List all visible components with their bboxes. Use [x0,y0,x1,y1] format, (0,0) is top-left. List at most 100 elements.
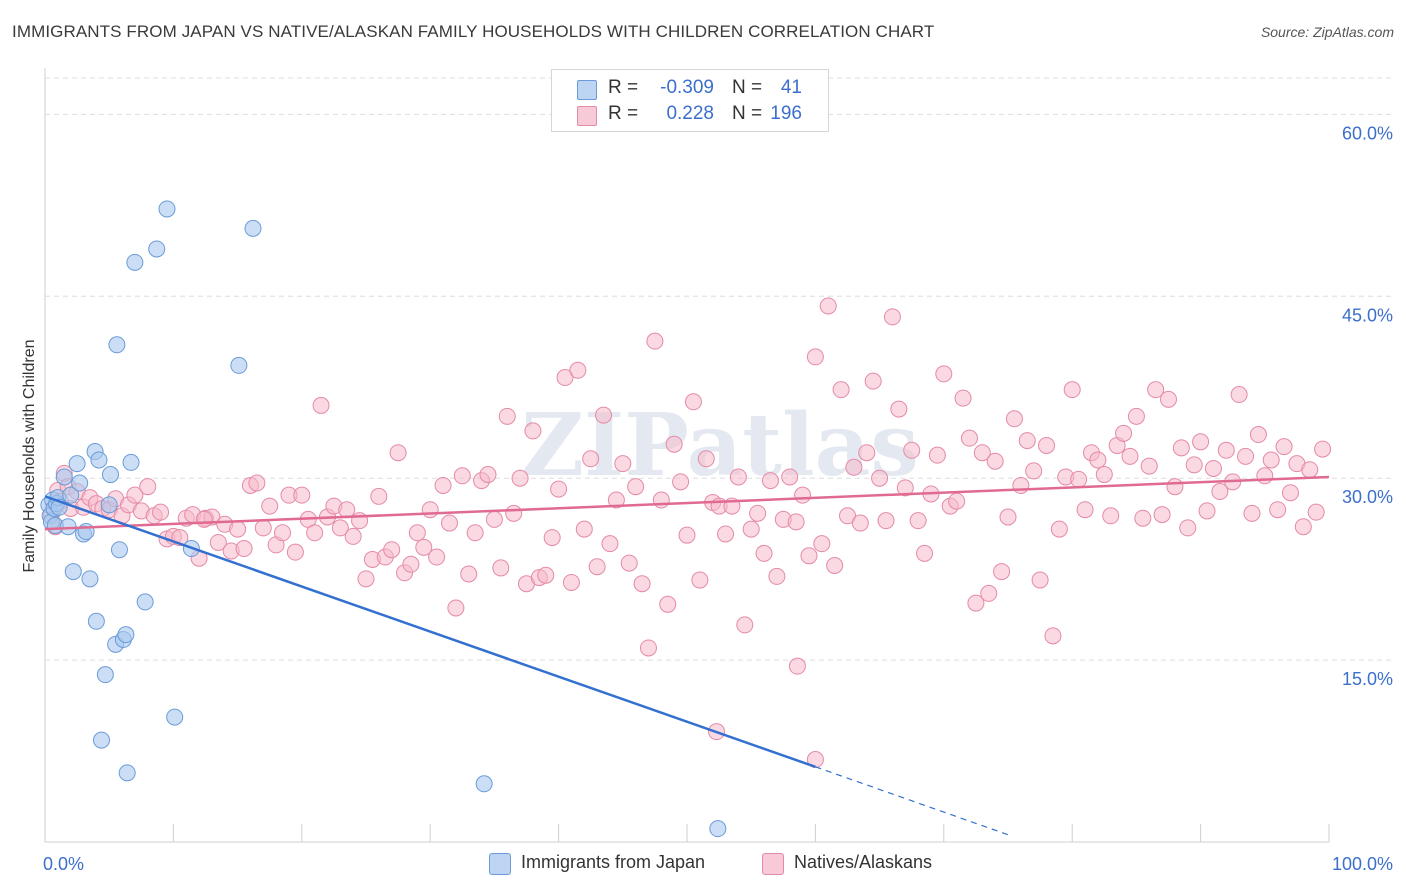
native-point [980,584,998,602]
x-tick-label: 0.0% [43,854,84,874]
native-point [344,527,362,545]
native-point [960,429,978,447]
native-point [607,491,625,509]
native-point [999,508,1017,526]
native-point [1140,457,1158,475]
native-point [871,469,889,487]
japan-point [166,708,184,726]
japan-point [117,626,135,644]
japan-point [87,612,105,630]
native-point [832,381,850,399]
native-point [928,446,946,464]
chart-source: Source: ZipAtlas.com [1260,24,1394,40]
native-point [851,514,869,532]
native-point [729,468,747,486]
native-point [665,435,683,453]
trend-lines [44,475,1330,836]
native-point [1243,504,1261,522]
native-point [447,599,465,617]
native-point [505,504,523,522]
native-point [479,466,497,484]
native-point [1012,476,1030,494]
native-point [896,479,914,497]
native-point [986,452,1004,470]
native-point [1005,410,1023,428]
native-point [286,543,304,561]
native-point [1127,407,1145,425]
native-point [1307,503,1325,521]
native-point [389,444,407,462]
r-label: R = [608,77,639,98]
native-point [1192,433,1210,451]
native-point [1217,441,1235,459]
native-point [1115,424,1133,442]
native-point [1050,520,1068,538]
native-point [126,486,144,504]
native-point [768,567,786,585]
n-label: N = [732,103,763,124]
japan-point [68,455,86,473]
native-point [293,486,311,504]
y-tick-label: 45.0% [1342,305,1393,325]
native-point [1044,627,1062,645]
native-point [402,555,420,573]
stats-row-japan: R = -0.309 N = 41 [552,76,828,102]
native-point [588,558,606,576]
native-point [569,361,587,379]
native-point [1198,502,1216,520]
native-point [839,507,856,525]
native-point [813,535,831,553]
legend-label-japan: Immigrants from Japan [521,852,706,872]
native-point [1089,451,1107,469]
native-point [749,504,767,522]
native-point [383,541,401,559]
japan-point [475,775,493,793]
native-point [800,547,818,565]
native-point [717,525,735,543]
native-point [1063,381,1081,399]
native-point [1314,440,1332,458]
japan-point [118,764,136,782]
native-point [672,473,690,491]
native-point [646,332,664,350]
native-point [543,529,561,547]
native-point [582,450,600,468]
native-point [338,501,356,519]
native-point [806,751,824,769]
y-tick-label: 30.0% [1342,487,1393,507]
tick-labels: 15.0% 30.0% 45.0% 60.0% 0.0% 100.0% [43,123,1393,874]
native-point [1102,507,1120,525]
native-point [652,491,670,509]
series-natives [42,297,1332,769]
r-label: R = [608,103,639,124]
japan-point [148,240,166,258]
native-point [954,389,972,407]
native-point [1172,439,1190,457]
native-point [1018,432,1036,450]
native-point [788,657,806,675]
native-point [1269,501,1287,519]
native-point [858,444,876,462]
japan-point [108,336,126,354]
native-point [595,406,613,424]
native-point [1281,484,1299,502]
native-point [556,369,574,387]
native-point [633,575,651,593]
r-value-native: 0.228 [666,103,714,124]
native-point [1166,478,1184,496]
japan-point [59,518,77,536]
native-point [761,472,779,490]
native-point [229,520,247,538]
native-point [967,594,985,612]
native-point [883,308,901,326]
native-point [684,393,702,411]
native-point [736,616,754,634]
native-point [993,563,1011,581]
axes [44,68,1330,843]
native-point [1070,470,1088,488]
japan-point [122,453,140,471]
native-point [845,458,863,476]
native-point [274,524,292,542]
native-point [370,487,388,505]
native-point [639,639,657,657]
